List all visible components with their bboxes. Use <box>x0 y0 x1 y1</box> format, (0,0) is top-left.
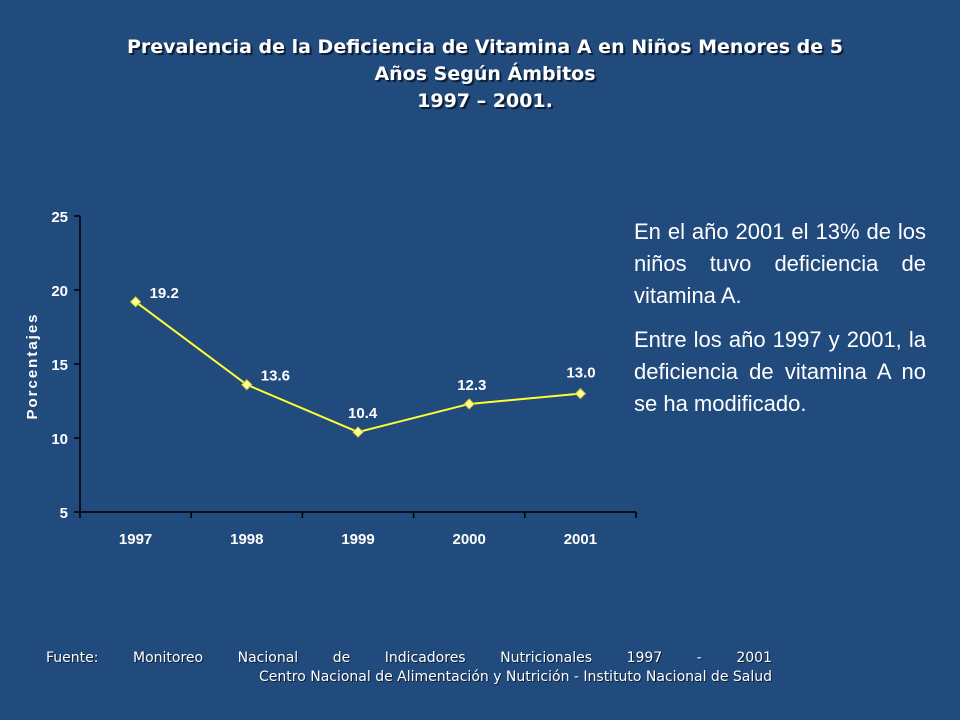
source-word: Nacional <box>237 650 299 666</box>
y-tick-label: 10 <box>51 431 68 448</box>
data-label: 10.4 <box>348 405 378 422</box>
x-tick-label: 2001 <box>564 531 597 548</box>
title-line-2: Años Según Ámbitos <box>374 63 596 85</box>
source-word: - <box>696 650 702 666</box>
x-tick-label: 1999 <box>341 531 374 548</box>
source-line-2: Centro Nacional de Alimentación y Nutric… <box>259 669 772 685</box>
data-label: 19.2 <box>150 285 179 302</box>
data-label: 13.0 <box>566 365 595 382</box>
x-axis: 1997 1998 1999 2000 2001 <box>79 511 637 548</box>
series-group: 19.2 13.6 10.4 12.3 13.0 <box>129 285 596 438</box>
data-point <box>241 379 253 391</box>
chart-title: Prevalencia de la Deficiencia de Vitamin… <box>60 34 910 115</box>
source-word: Nutricionales <box>500 650 593 666</box>
y-tick-label: 25 <box>51 209 68 226</box>
data-label: 12.3 <box>457 377 486 394</box>
commentary: En el año 2001 el 13% de los niños tuvo … <box>634 216 926 432</box>
y-axis: 5 10 15 20 25 <box>51 209 81 522</box>
y-tick-label: 5 <box>60 505 68 522</box>
source-word: Monitoreo <box>133 650 204 666</box>
source-word: Indicadores <box>384 650 466 666</box>
source-word: de <box>332 650 351 666</box>
x-tick-label: 2000 <box>453 531 486 548</box>
x-tick-label: 1998 <box>230 531 263 548</box>
x-tick-label: 1997 <box>119 531 152 548</box>
commentary-paragraph-2: Entre los año 1997 y 2001, la deficienci… <box>634 327 926 416</box>
title-line-1: Prevalencia de la Deficiencia de Vitamin… <box>126 36 844 58</box>
commentary-paragraph-1: En el año 2001 el 13% de los niños tuvo … <box>634 219 926 308</box>
source-word: 2001 <box>736 650 772 666</box>
source-note: Fuente: Monitoreo Nacional de Indicadores Nu… <box>46 649 772 687</box>
y-tick-label: 20 <box>51 283 68 300</box>
data-point <box>574 387 587 400</box>
data-point <box>463 398 475 410</box>
y-tick-label: 15 <box>51 357 68 374</box>
source-word: 1997 <box>626 650 663 666</box>
data-label: 13.6 <box>261 368 290 385</box>
y-axis-label: Porcentajes <box>24 312 41 419</box>
data-point <box>352 426 364 438</box>
source-label: Fuente: <box>46 650 99 666</box>
data-point <box>129 296 142 308</box>
source-line-1: Fuente: Monitoreo Nacional de Indicadores Nu… <box>46 649 772 668</box>
title-line-3: 1997 – 2001. <box>417 90 553 112</box>
